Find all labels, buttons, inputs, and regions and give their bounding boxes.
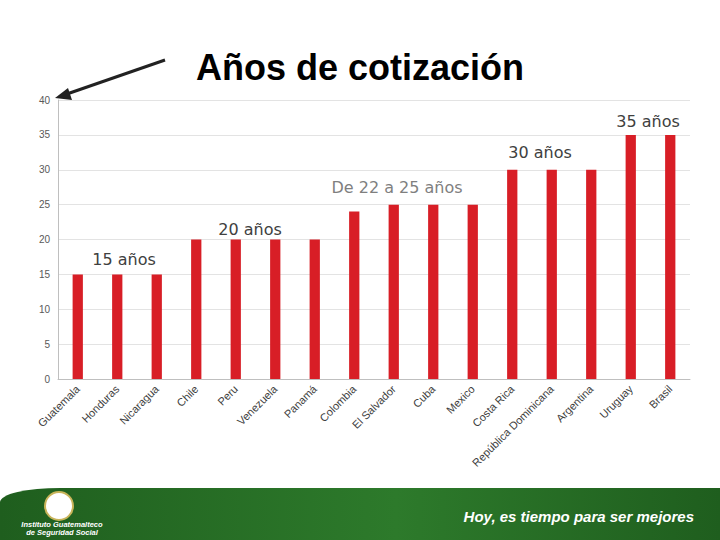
- svg-text:El Salvador: El Salvador: [350, 383, 398, 431]
- svg-text:Honduras: Honduras: [79, 382, 122, 425]
- svg-text:5: 5: [44, 339, 50, 350]
- svg-text:15 años: 15 años: [92, 250, 156, 269]
- svg-text:Peru: Peru: [215, 383, 240, 408]
- svg-text:Años de cotización: Años de cotización: [196, 47, 524, 88]
- html-text:Hoy, es tiempo para ser mejore: Hoy, es tiempo para ser mejores: [463, 508, 694, 525]
- svg-text:10: 10: [39, 304, 51, 315]
- svg-text:35 años: 35 años: [616, 112, 680, 131]
- svg-text:Chile: Chile: [174, 383, 200, 409]
- html-text:de Seguridad Social: de Seguridad Social: [26, 528, 98, 537]
- svg-text:30 años: 30 años: [508, 143, 572, 162]
- svg-text:35: 35: [39, 129, 51, 140]
- svg-text:República Dominicana: República Dominicana: [470, 382, 557, 469]
- html-text:Instituto Guatemalteco: Instituto Guatemalteco: [21, 520, 103, 529]
- svg-text:Guatemala: Guatemala: [36, 382, 83, 429]
- svg-text:Brasil: Brasil: [647, 383, 675, 411]
- svg-text:Panamá: Panamá: [282, 382, 320, 420]
- svg-text:Mexico: Mexico: [444, 383, 477, 416]
- svg-text:30: 30: [39, 164, 51, 175]
- svg-text:De 22 a 25 años: De 22 a 25 años: [331, 178, 462, 197]
- svg-text:Costa Rica: Costa Rica: [470, 382, 517, 430]
- svg-text:Argentina: Argentina: [554, 382, 596, 424]
- svg-text:15: 15: [39, 269, 51, 280]
- svg-text:Venezuela: Venezuela: [235, 382, 280, 427]
- svg-text:25: 25: [39, 199, 51, 210]
- svg-text:40: 40: [39, 95, 51, 106]
- svg-text:0: 0: [44, 374, 50, 385]
- svg-text:Colombia: Colombia: [317, 382, 359, 424]
- svg-text:Cuba: Cuba: [410, 382, 438, 410]
- svg-text:Uruguay: Uruguay: [597, 382, 635, 420]
- svg-text:20 años: 20 años: [218, 220, 282, 239]
- svg-text:20: 20: [39, 234, 51, 245]
- svg-text:Nicaragua: Nicaragua: [117, 382, 162, 427]
